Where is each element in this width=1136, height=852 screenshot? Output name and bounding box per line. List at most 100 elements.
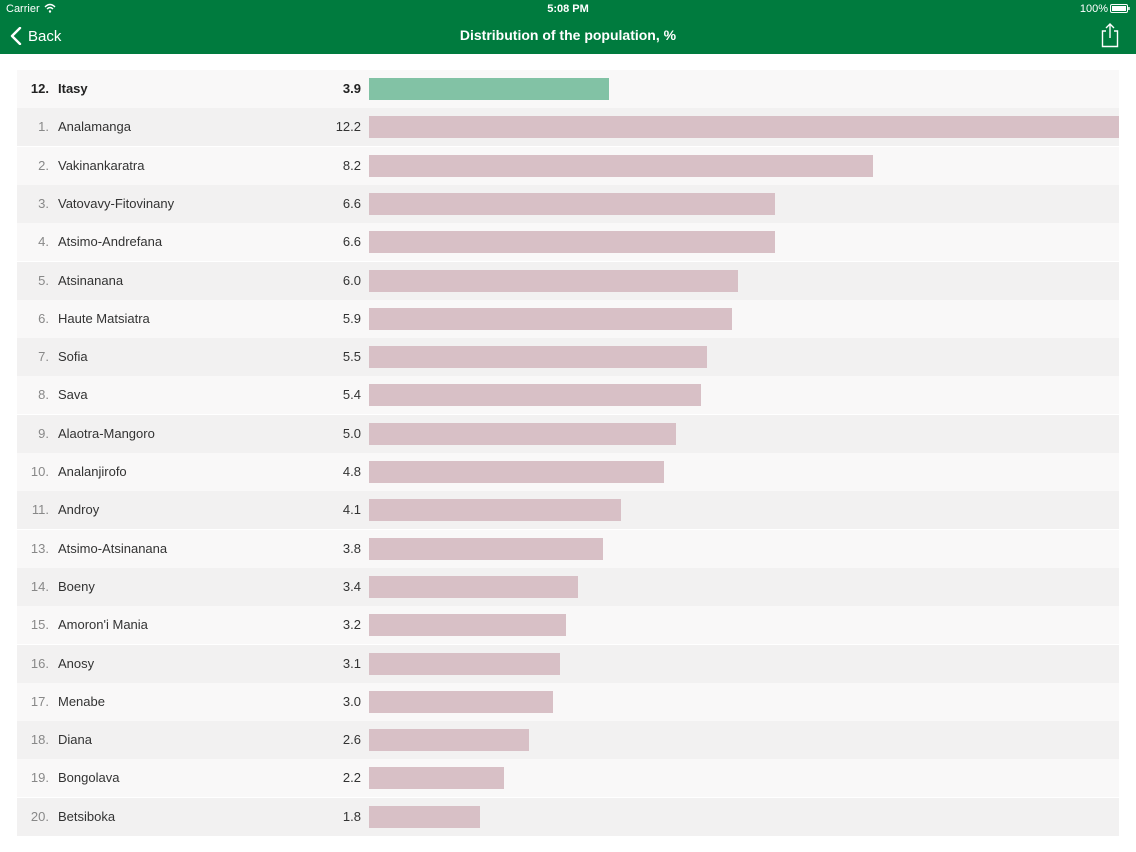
row-rank: 12. [30, 81, 49, 96]
region-name: Vakinankaratra [58, 157, 145, 173]
row-rank: 15. [30, 617, 49, 633]
chart-row[interactable]: 5. Atsinanana 6.0 [17, 261, 1119, 300]
row-rank: 13. [30, 540, 49, 556]
chart-row[interactable]: 8. Sava 5.4 [17, 376, 1119, 415]
chart-row[interactable]: 12. Itasy 3.9 [17, 70, 1119, 108]
value-label: 3.4 [342, 578, 361, 594]
bar-mark [369, 384, 701, 407]
value-label: 6.6 [342, 195, 361, 211]
chart-row[interactable]: 19. Bongolava 2.2 [17, 759, 1119, 798]
bar-mark [369, 537, 603, 560]
value-label: 3.0 [342, 693, 361, 709]
chart-row[interactable]: 2. Vakinankaratra 8.2 [17, 146, 1119, 185]
share-icon[interactable] [1100, 22, 1120, 48]
row-rank: 5. [38, 272, 49, 288]
region-name: Menabe [58, 693, 105, 709]
value-label: 6.6 [342, 234, 361, 250]
region-name: Anosy [58, 655, 95, 671]
row-rank: 16. [30, 655, 49, 671]
region-name: Analamanga [58, 119, 131, 135]
chart-row[interactable]: 4. Atsimo-Andrefana 6.6 [17, 223, 1119, 262]
value-label: 5.0 [342, 425, 361, 441]
chart-row[interactable]: 13. Atsimo-Atsinanana 3.8 [17, 529, 1119, 568]
bar-mark [369, 78, 609, 100]
chart-row[interactable]: 3. Vatovavy-Fitovinany 6.6 [17, 184, 1119, 223]
bar-mark [369, 307, 732, 330]
bar-mark [369, 269, 738, 292]
region-name: Amoron'i Mania [58, 617, 148, 633]
row-rank: 14. [30, 578, 49, 594]
value-label: 5.9 [342, 310, 361, 326]
row-rank: 9. [38, 425, 49, 441]
region-name: Vatovavy-Fitovinany [58, 195, 175, 211]
value-label: 4.1 [342, 502, 361, 518]
chart-row[interactable]: 18. Diana 2.6 [17, 721, 1119, 760]
value-label: 2.6 [342, 732, 361, 748]
value-label: 3.9 [342, 81, 361, 96]
row-rank: 8. [38, 387, 49, 403]
region-name: Alaotra-Mangoro [58, 425, 155, 441]
bar-mark [369, 767, 505, 790]
value-label: 3.2 [342, 617, 361, 633]
region-name: Haute Matsiatra [58, 310, 150, 326]
region-name: Atsimo-Andrefana [58, 234, 163, 250]
region-name: Analanjirofo [58, 464, 127, 479]
value-label: 4.8 [342, 464, 361, 479]
chart-row[interactable]: 17. Menabe 3.0 [17, 682, 1119, 721]
chart-row[interactable]: 7. Sofia 5.5 [17, 338, 1119, 377]
wifi-icon [44, 3, 56, 13]
navigation-bar: Back Distribution of the population, % [0, 18, 1136, 54]
chart-row[interactable]: 14. Boeny 3.4 [17, 567, 1119, 606]
bar-mark [369, 614, 566, 637]
value-label: 5.5 [342, 349, 361, 365]
region-name: Itasy [58, 81, 88, 96]
chart-row[interactable]: 9. Alaotra-Mangoro 5.0 [17, 414, 1119, 453]
region-name: Bongolava [58, 770, 120, 786]
chart-row[interactable]: 10. Analanjirofo 4.8 [17, 453, 1119, 491]
chevron-left-icon [10, 27, 22, 45]
bar-mark [369, 346, 708, 369]
region-name: Androy [58, 502, 100, 518]
chart-row[interactable]: 20. Betsiboka 1.8 [17, 797, 1119, 836]
region-name: Atsinanana [58, 272, 124, 288]
bar-mark [369, 154, 874, 177]
region-name: Boeny [58, 578, 95, 594]
region-name: Betsiboka [58, 808, 116, 824]
back-button[interactable]: Back [10, 24, 61, 48]
chart-row[interactable]: 1. Analamanga 12.2 [17, 108, 1119, 147]
row-rank: 19. [30, 770, 49, 786]
chart-row[interactable]: 11. Androy 4.1 [17, 491, 1119, 530]
bar-mark [369, 422, 677, 445]
bar-mark [369, 231, 775, 254]
row-rank: 7. [38, 349, 49, 365]
value-label: 2.2 [342, 770, 361, 786]
bar-mark [369, 805, 480, 828]
bar-mark [369, 690, 554, 713]
value-label: 3.1 [342, 655, 361, 671]
row-rank: 10. [30, 464, 49, 479]
chart-row[interactable]: 6. Haute Matsiatra 5.9 [17, 299, 1119, 338]
bar-mark [369, 652, 560, 675]
bar-mark [369, 499, 622, 522]
bar-mark [369, 192, 775, 215]
row-rank: 18. [30, 732, 49, 748]
row-rank: 1. [38, 119, 49, 135]
row-rank: 4. [38, 234, 49, 250]
bar-mark [369, 575, 579, 598]
row-rank: 20. [30, 808, 49, 824]
chart-row[interactable]: 16. Anosy 3.1 [17, 644, 1119, 683]
status-time: 5:08 PM [547, 3, 589, 15]
population-bar-chart: 12. Itasy 3.9 1. Analamanga 12.2 2. Vakinankara… [17, 70, 1119, 836]
value-label: 5.4 [342, 387, 361, 403]
value-label: 8.2 [342, 157, 361, 173]
value-label: 1.8 [342, 808, 361, 824]
battery-icon [1110, 4, 1130, 13]
region-name: Sava [58, 387, 88, 403]
bar-mark [369, 729, 529, 752]
chart-row[interactable]: 15. Amoron'i Mania 3.2 [17, 606, 1119, 645]
back-label: Back [28, 27, 62, 45]
row-rank: 3. [38, 195, 49, 211]
status-bar: Carrier 5:08 PM 100% [0, 0, 1136, 18]
region-name: Sofia [58, 349, 88, 365]
app-header: Carrier 5:08 PM 100% Back Distribution o… [0, 0, 1136, 54]
